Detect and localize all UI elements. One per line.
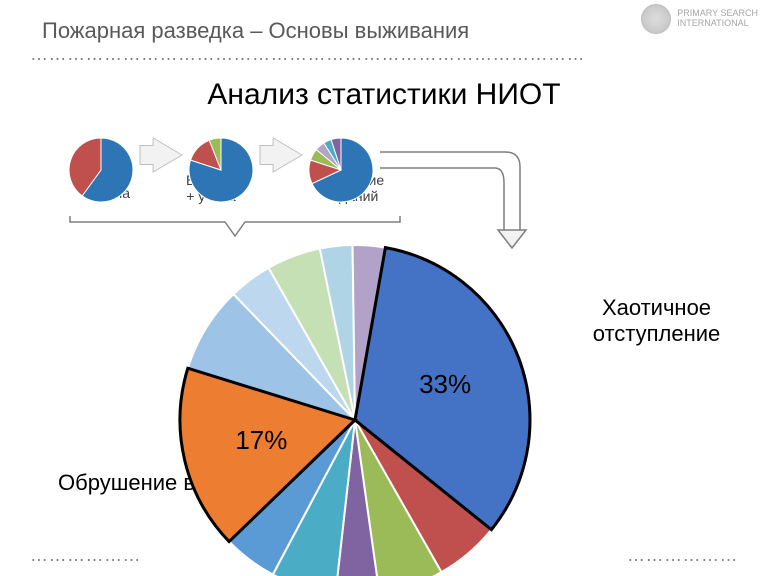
svg-text:33%: 33%	[419, 369, 471, 399]
chart-canvas: 33% 17%	[0, 0, 768, 576]
svg-text:17%: 17%	[235, 425, 287, 455]
